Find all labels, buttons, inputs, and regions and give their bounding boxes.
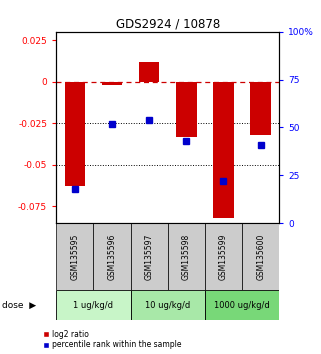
Bar — [65, 82, 85, 187]
Text: GSM135600: GSM135600 — [256, 233, 265, 280]
Title: GDS2924 / 10878: GDS2924 / 10878 — [116, 18, 220, 31]
Bar — [139, 62, 159, 82]
Text: GSM135596: GSM135596 — [108, 233, 117, 280]
Text: GSM135598: GSM135598 — [182, 234, 191, 280]
Bar — [176, 82, 196, 137]
Bar — [56, 223, 93, 290]
Bar — [168, 223, 205, 290]
Bar — [250, 82, 271, 135]
Bar — [56, 290, 131, 320]
Bar — [205, 223, 242, 290]
Bar — [205, 290, 279, 320]
Text: 1 ug/kg/d: 1 ug/kg/d — [74, 301, 113, 310]
Bar — [242, 223, 279, 290]
Text: dose  ▶: dose ▶ — [2, 301, 36, 310]
Bar — [213, 82, 234, 218]
Text: GSM135597: GSM135597 — [145, 233, 154, 280]
Bar — [93, 223, 131, 290]
Text: 1000 ug/kg/d: 1000 ug/kg/d — [214, 301, 270, 310]
Text: GSM135595: GSM135595 — [70, 233, 79, 280]
Bar — [131, 223, 168, 290]
Legend: log2 ratio, percentile rank within the sample: log2 ratio, percentile rank within the s… — [42, 329, 182, 350]
Bar — [131, 290, 205, 320]
Bar — [102, 82, 122, 85]
Text: 10 ug/kg/d: 10 ug/kg/d — [145, 301, 190, 310]
Text: GSM135599: GSM135599 — [219, 233, 228, 280]
